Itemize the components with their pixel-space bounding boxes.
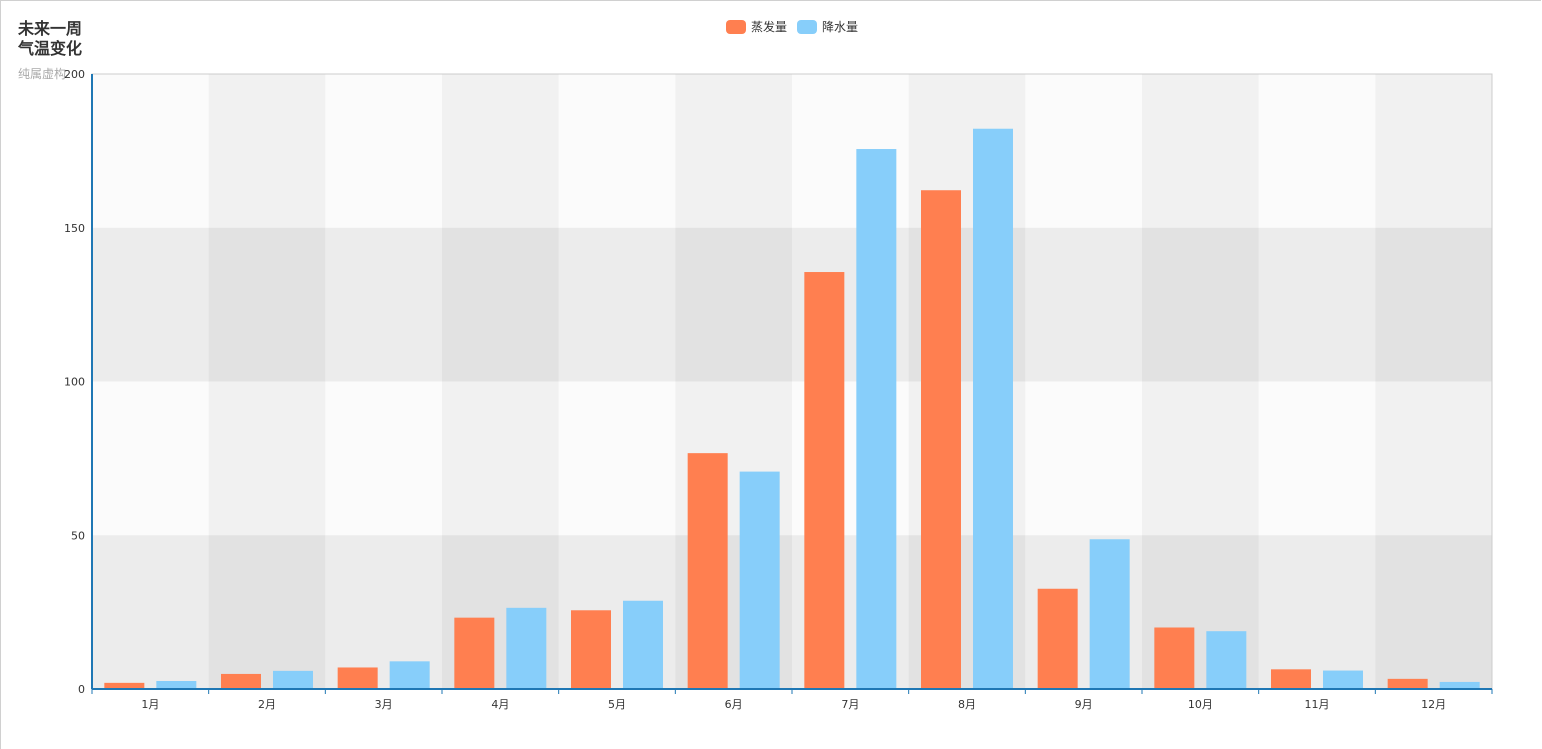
x-tick-label: 7月 bbox=[841, 698, 859, 711]
y-split-area bbox=[92, 381, 1492, 536]
x-tick-label: 2月 bbox=[258, 698, 276, 711]
x-split-area bbox=[558, 74, 676, 689]
x-tick-label: 1月 bbox=[141, 698, 159, 711]
bar-evaporation bbox=[1154, 627, 1195, 689]
bar-precipitation bbox=[1206, 631, 1247, 689]
bar-evaporation bbox=[337, 667, 378, 689]
legend-label-evaporation: 蒸发量 bbox=[751, 20, 788, 34]
bar-evaporation bbox=[687, 453, 728, 689]
bar-precipitation bbox=[156, 681, 197, 689]
bar-precipitation bbox=[739, 471, 780, 689]
y-tick-label: 0 bbox=[78, 683, 85, 696]
bar-evaporation bbox=[1271, 669, 1311, 689]
x-tick-label: 11月 bbox=[1305, 698, 1330, 711]
x-split-area bbox=[208, 74, 326, 689]
chart-subtitle: 纯属虚构 bbox=[18, 67, 67, 81]
bar-precipitation bbox=[1089, 539, 1130, 689]
x-split-area bbox=[1258, 74, 1376, 689]
legend-swatch-evaporation bbox=[726, 19, 746, 34]
x-tick-label: 8月 bbox=[958, 698, 976, 711]
bar-precipitation bbox=[973, 128, 1013, 690]
y-tick-label: 100 bbox=[64, 376, 85, 389]
legend-item-evaporation[interactable]: 蒸发量 bbox=[726, 18, 787, 35]
bar-evaporation bbox=[804, 272, 845, 689]
bar-precipitation bbox=[1439, 681, 1480, 689]
x-tick-label: 10月 bbox=[1188, 698, 1213, 711]
bar-precipitation bbox=[623, 600, 663, 689]
x-tick-label: 4月 bbox=[491, 698, 509, 711]
bar-evaporation bbox=[221, 673, 261, 689]
bar-evaporation bbox=[1387, 678, 1428, 689]
y-split-area bbox=[92, 74, 1492, 228]
x-split-area bbox=[442, 74, 559, 689]
x-tick-label: 9月 bbox=[1075, 698, 1093, 711]
bar-evaporation bbox=[571, 610, 611, 689]
y-split-area bbox=[92, 535, 1492, 689]
x-split-area bbox=[92, 74, 209, 689]
legend-swatch-precipitation bbox=[797, 19, 818, 34]
x-split-area bbox=[1142, 74, 1259, 689]
y-tick-label: 50 bbox=[71, 529, 85, 542]
bar-precipitation bbox=[506, 607, 547, 689]
bar-precipitation bbox=[273, 670, 313, 689]
x-tick-label: 5月 bbox=[608, 698, 626, 711]
chart-title: 未来一周 气温变化 bbox=[18, 19, 83, 58]
x-tick-label: 6月 bbox=[725, 698, 743, 711]
x-tick-label: 3月 bbox=[375, 698, 393, 711]
bar-precipitation bbox=[856, 149, 897, 689]
y-split-area bbox=[92, 227, 1492, 382]
x-split-area bbox=[1375, 74, 1492, 689]
bar-evaporation bbox=[921, 190, 961, 690]
y-tick-label: 150 bbox=[64, 222, 85, 235]
bar-precipitation bbox=[1323, 670, 1363, 689]
legend: 蒸发量 降水量 bbox=[726, 18, 868, 35]
legend-item-precipitation[interactable]: 降水量 bbox=[797, 18, 858, 35]
bar-precipitation bbox=[389, 661, 430, 689]
x-split-area bbox=[325, 74, 442, 689]
y-tick-label: 200 bbox=[64, 68, 85, 81]
bar-evaporation bbox=[104, 682, 145, 689]
bar-evaporation bbox=[1037, 588, 1078, 689]
x-tick-label: 12月 bbox=[1421, 698, 1446, 711]
legend-label-precipitation: 降水量 bbox=[822, 20, 859, 34]
bar-evaporation bbox=[454, 617, 495, 689]
